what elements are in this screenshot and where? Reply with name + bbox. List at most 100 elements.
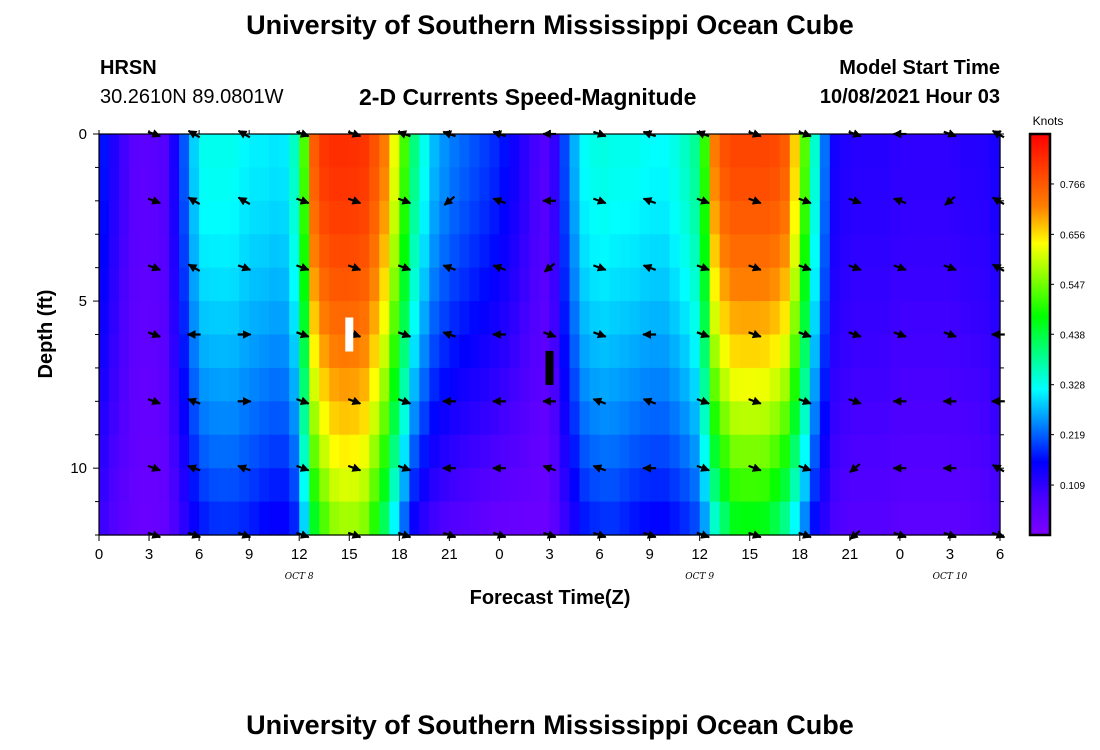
heatmap-cell: [739, 501, 751, 536]
heatmap-cell: [319, 501, 330, 536]
heatmap-cell: [459, 234, 471, 269]
heatmap-cell: [179, 267, 190, 302]
heatmap-cell: [769, 334, 781, 369]
heatmap-cell: [829, 401, 841, 436]
heatmap-cell: [939, 134, 951, 169]
heatmap-cell: [479, 234, 491, 269]
heatmap-cell: [339, 401, 350, 436]
heatmap-cell: [529, 200, 541, 235]
heatmap-cell: [259, 200, 270, 235]
heatmap-cell: [739, 234, 751, 269]
heatmap-cell: [499, 501, 511, 536]
heatmap-cell: [659, 167, 671, 202]
heatmap-cell: [129, 301, 140, 336]
heatmap-cell: [459, 301, 471, 336]
heatmap-cell: [359, 234, 370, 269]
heatmap-cell: [829, 167, 841, 202]
heatmap-cell: [949, 167, 961, 202]
heatmap-cell: [939, 167, 951, 202]
heatmap-cell: [899, 167, 911, 202]
heatmap-cell: [379, 167, 390, 202]
heatmap-cell: [339, 434, 350, 469]
heatmap-cell: [129, 367, 140, 402]
heatmap-cell: [239, 434, 250, 469]
heatmap-cell: [589, 334, 601, 369]
heatmap-cell: [219, 468, 230, 503]
heatmap-cell: [349, 501, 360, 536]
heatmap-cell: [869, 501, 881, 536]
heatmap-cell: [499, 301, 511, 336]
heatmap-cell: [369, 267, 380, 302]
current-vector: [397, 396, 412, 405]
heatmap-cell: [219, 167, 230, 202]
x-tick-label: 6: [595, 546, 603, 563]
colorbar-tick-label: 0.766: [1060, 180, 1085, 191]
heatmap-cell: [829, 301, 841, 336]
heatmap-cell: [329, 234, 340, 269]
heatmap-cell: [469, 234, 481, 269]
heatmap-cell: [439, 434, 450, 469]
heatmap-cell: [399, 468, 410, 503]
heatmap-cell: [249, 134, 260, 169]
heatmap-cell: [839, 401, 851, 436]
heatmap-cell: [749, 434, 761, 469]
heatmap-cell: [549, 167, 561, 202]
heatmap-cell: [639, 134, 651, 169]
heatmap-cell: [539, 301, 551, 336]
heatmap-cell: [539, 334, 551, 369]
heatmap-cell: [189, 501, 200, 536]
heatmap-cell: [549, 367, 561, 402]
heatmap-cell: [109, 167, 120, 202]
heatmap-cell: [199, 301, 210, 336]
colorbar-unit: Knots: [1033, 114, 1064, 128]
current-vector: [642, 264, 657, 273]
heatmap-cell: [779, 200, 791, 235]
heatmap-cell: [719, 401, 731, 436]
heatmap-cell: [279, 267, 290, 302]
current-vector: [943, 263, 957, 272]
heatmap-cell: [719, 167, 731, 202]
heatmap-cell: [739, 267, 751, 302]
heatmap-cell: [569, 334, 581, 369]
heatmap-cell: [209, 434, 220, 469]
heatmap-cell: [679, 367, 691, 402]
heatmap-cell: [129, 134, 140, 169]
heatmap-cell: [939, 334, 951, 369]
heatmap-cell: [889, 334, 901, 369]
heatmap-cell: [659, 401, 671, 436]
heatmap-cell: [429, 234, 440, 269]
x-axis-title: Forecast Time(Z): [470, 587, 631, 609]
heatmap-cell: [899, 200, 911, 235]
heatmap-cell: [929, 267, 941, 302]
heatmap-cell: [589, 301, 601, 336]
heatmap-cell: [809, 334, 821, 369]
heatmap-cell: [879, 234, 891, 269]
heatmap-cell: [929, 468, 941, 503]
heatmap-cell: [109, 367, 120, 402]
heatmap-cell: [889, 367, 901, 402]
heatmap-cell: [409, 134, 420, 169]
heatmap-cell: [519, 167, 531, 202]
heatmap-cell: [639, 267, 651, 302]
heatmap-cell: [449, 468, 460, 503]
x-axis: 0 3 6 9 12 15 18 21 0 3 6 9 12 15 18 21 0 3 6 OCT 8 OCT 9 OCT…: [95, 130, 1004, 582]
heatmap-cell: [479, 501, 491, 536]
x-date-label: OCT 8: [285, 572, 314, 582]
heatmap-cell: [829, 434, 841, 469]
heatmap-cell: [309, 234, 320, 269]
current-vector: [798, 463, 812, 472]
heatmap-cell: [559, 267, 571, 302]
heatmap-cell: [799, 367, 811, 402]
heatmap-cell: [839, 501, 851, 536]
heatmap-cell: [119, 200, 130, 235]
heatmap-cell: [259, 434, 270, 469]
heatmap-cell: [389, 367, 400, 402]
heatmap-cell: [889, 167, 901, 202]
heatmap-cell: [849, 401, 861, 436]
heatmap-cell: [779, 334, 791, 369]
heatmap-cell: [109, 434, 120, 469]
heatmap-cell: [469, 167, 481, 202]
heatmap-cell: [579, 434, 591, 469]
heatmap-cell: [989, 301, 1001, 336]
heatmap-cell: [509, 468, 521, 503]
